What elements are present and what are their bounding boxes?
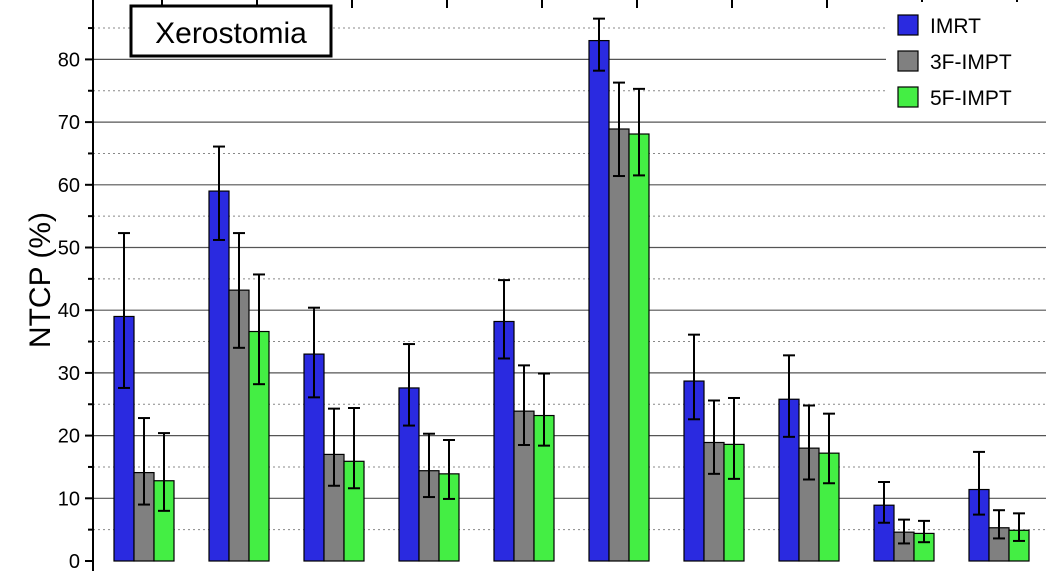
legend-label-imrt: IMRT (930, 15, 981, 38)
legend-label-3f-impt: 3F-IMPT (930, 51, 1012, 74)
bar-3f-impt-6 (608, 128, 630, 562)
chart-title-box: Xerostomia (129, 4, 333, 58)
error-bar-3f-impt-8 (803, 404, 815, 481)
error-bars-layer (118, 17, 1025, 545)
error-bar-imrt-10 (973, 450, 985, 516)
legend-swatch-5f-impt (897, 86, 919, 108)
y-tick-label: 60 (58, 175, 80, 197)
bar-imrt-2 (208, 190, 230, 562)
bar-5f-impt-6 (628, 133, 650, 562)
error-bar-3f-impt-5 (518, 364, 530, 447)
error-bar-imrt-1 (118, 232, 130, 389)
bar-imrt-6 (588, 39, 610, 562)
grid-lines (93, 27, 1046, 531)
error-bar-imrt-3 (308, 306, 320, 399)
error-bar-imrt-6 (593, 17, 605, 72)
error-bar-imrt-2 (213, 145, 225, 241)
error-bar-3f-impt-7 (708, 399, 720, 475)
error-bar-5f-impt-3 (348, 407, 360, 490)
legend-swatch-3f-impt (897, 50, 919, 72)
error-bar-5f-impt-10 (1013, 512, 1025, 542)
error-bar-3f-impt-6 (613, 81, 625, 178)
error-bar-imrt-5 (498, 279, 510, 360)
y-tick-label: 0 (69, 551, 80, 571)
y-tick-label: 20 (58, 426, 80, 448)
y-tick-label: 80 (58, 49, 80, 71)
error-bar-imrt-8 (783, 354, 795, 438)
error-bar-3f-impt-1 (138, 417, 150, 506)
y-tick-label: 30 (58, 363, 80, 385)
legend: IMRT 3F-IMPT 5F-IMPT (886, 2, 1046, 118)
y-tick-label: 40 (58, 300, 80, 322)
y-tick-label: 50 (58, 238, 80, 260)
error-bar-3f-impt-2 (233, 232, 245, 349)
legend-swatch-imrt (897, 14, 919, 36)
error-bar-5f-impt-8 (823, 412, 835, 485)
error-bar-3f-impt-3 (328, 407, 340, 487)
error-bar-3f-impt-4 (423, 432, 435, 499)
y-axis-title: NTCP (%) (24, 212, 57, 348)
error-bar-5f-impt-5 (538, 372, 550, 447)
y-tick-label: 10 (58, 488, 80, 510)
error-bar-imrt-9 (878, 480, 890, 524)
error-bar-5f-impt-9 (918, 519, 930, 544)
error-bar-3f-impt-10 (993, 509, 1005, 540)
error-bar-imrt-4 (403, 343, 415, 427)
bars-layer (113, 39, 1030, 562)
legend-label-5f-impt: 5F-IMPT (930, 87, 1012, 110)
error-bar-5f-impt-7 (728, 396, 740, 480)
error-bar-imrt-7 (688, 333, 700, 421)
y-tick-label: 70 (58, 112, 80, 134)
chart-title: Xerostomia (155, 17, 307, 50)
error-bar-5f-impt-2 (253, 273, 265, 386)
error-bar-5f-impt-4 (443, 438, 455, 500)
error-bar-5f-impt-6 (633, 87, 645, 177)
error-bar-3f-impt-9 (898, 518, 910, 545)
error-bar-5f-impt-1 (158, 432, 170, 512)
